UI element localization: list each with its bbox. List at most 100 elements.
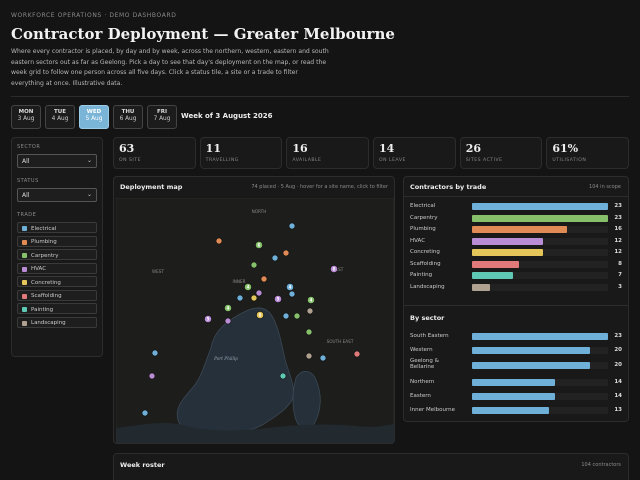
- pin-marker: [204, 315, 212, 323]
- map-site-pin[interactable]: 4: [244, 283, 252, 291]
- map-site-pin[interactable]: [250, 261, 258, 269]
- map-site-pin[interactable]: 6: [255, 241, 263, 249]
- stat-tile-available[interactable]: 16 AVAILABLE: [286, 137, 370, 169]
- day-name: FRI: [156, 109, 168, 115]
- bar-value: 8: [618, 260, 622, 267]
- roster-count: 104 contractors: [581, 462, 621, 468]
- pin-marker: [224, 304, 232, 312]
- map-site-pin[interactable]: [288, 290, 296, 298]
- sector-select[interactable]: All ⌄: [17, 154, 97, 168]
- day-tab-wed[interactable]: WED 5 Aug: [79, 105, 109, 129]
- trade-filter-painting[interactable]: Painting: [17, 303, 97, 314]
- pin-marker: [271, 254, 279, 262]
- map-site-pin[interactable]: 5: [274, 295, 282, 303]
- map-site-pin[interactable]: [250, 294, 258, 302]
- stat-tile-sites-active[interactable]: 26 SITES ACTIVE: [459, 137, 543, 169]
- map-site-pin[interactable]: [255, 289, 263, 297]
- sector-bar-row[interactable]: South Eastern 23: [410, 332, 622, 341]
- trade-swatch: [22, 239, 27, 245]
- trade-filter-plumbing[interactable]: Plumbing: [17, 235, 97, 247]
- trade-filter-electrical[interactable]: Electrical: [17, 222, 97, 233]
- day-tab-fri[interactable]: FRI 7 Aug: [147, 105, 177, 129]
- pin-marker: [319, 354, 327, 362]
- bar-fill: [472, 362, 591, 369]
- sector-select-value: All: [22, 158, 30, 165]
- stat-label: TRAVELLING: [205, 158, 239, 163]
- sector-bar-row[interactable]: Geelong & Bellarine 20: [410, 358, 622, 370]
- sector-bar-row[interactable]: Northern 14: [410, 378, 622, 387]
- pin-marker: [244, 283, 252, 291]
- map-site-pin[interactable]: 5: [204, 315, 212, 323]
- map-site-pin[interactable]: [151, 349, 159, 357]
- map-site-pin[interactable]: [271, 254, 279, 262]
- trade-filter-label: Electrical: [31, 225, 57, 232]
- bar-row[interactable]: Landscaping 3: [410, 283, 622, 292]
- chevron-down-icon: ⌄: [86, 157, 92, 164]
- trade-filter-hvac[interactable]: HVAC: [17, 262, 97, 274]
- trade-filter-list: Electrical Plumbing Carpentry HVAC Concretin…: [17, 222, 97, 328]
- pin-marker: [141, 409, 149, 417]
- map-site-pin[interactable]: 8: [330, 265, 338, 273]
- map-site-pin[interactable]: [141, 409, 149, 417]
- trade-filter-scaffolding[interactable]: Scaffolding: [17, 289, 97, 301]
- map-site-pin[interactable]: [353, 350, 361, 358]
- map-site-pin[interactable]: 4: [224, 304, 232, 312]
- map-site-pin[interactable]: [305, 328, 313, 336]
- trade-filter-landscaping[interactable]: Landscaping: [17, 316, 97, 328]
- bar-value: 16: [614, 226, 622, 232]
- bar-value: 23: [614, 333, 622, 339]
- sector-bar-row[interactable]: Inner Melbourne 13: [410, 406, 622, 415]
- map-site-pin[interactable]: [282, 249, 290, 257]
- map-site-pin[interactable]: 6: [256, 311, 264, 319]
- map-site-pin[interactable]: [305, 352, 313, 360]
- map-site-pin[interactable]: [260, 275, 268, 283]
- status-filter-label: STATUS: [17, 178, 39, 184]
- bar-label: Eastern: [410, 393, 431, 399]
- bar-row[interactable]: HVAC 12: [410, 237, 622, 246]
- header-divider: [11, 96, 629, 97]
- day-tab-thu[interactable]: THU 6 Aug: [113, 105, 143, 129]
- stat-tile-utilisation[interactable]: 61% UTILISATION: [546, 137, 630, 169]
- bar-label: Northern: [410, 379, 435, 385]
- map-site-pin[interactable]: 4: [307, 296, 315, 304]
- bar-row[interactable]: Electrical 23: [410, 202, 622, 211]
- map-site-pin[interactable]: [224, 317, 232, 325]
- map-site-pin[interactable]: [215, 237, 223, 245]
- bar-row[interactable]: Concreting 12: [410, 248, 622, 257]
- map-site-pin[interactable]: [288, 222, 296, 230]
- map-subtitle: 74 placed · 5 Aug · hover for a site nam…: [251, 184, 388, 190]
- trade-filter-concreting[interactable]: Concreting: [17, 276, 97, 287]
- map-site-pin[interactable]: [293, 312, 301, 320]
- bar-track: [472, 272, 608, 279]
- stat-tile-on-leave[interactable]: 14 ON LEAVE: [373, 137, 456, 169]
- bar-row[interactable]: Painting 7: [410, 271, 622, 280]
- bar-row[interactable]: Carpentry 23: [410, 214, 622, 223]
- map-site-pin[interactable]: [279, 372, 287, 380]
- sector-bar-row[interactable]: Western 20: [410, 346, 622, 355]
- pin-marker: [151, 349, 159, 357]
- stat-tile-on-site[interactable]: 63 ON SITE: [113, 137, 196, 169]
- map-site-pin[interactable]: [282, 312, 290, 320]
- pin-marker: [250, 261, 258, 269]
- map-site-pin[interactable]: [306, 307, 314, 315]
- chevron-down-icon: ⌄: [86, 191, 92, 198]
- bar-fill: [472, 226, 567, 233]
- day-tab-mon[interactable]: MON 3 Aug: [11, 105, 41, 129]
- deployment-map[interactable]: NORTH WEST INNER EAST SOUTH EAST Port Ph…: [116, 198, 394, 443]
- map-site-pin[interactable]: [236, 294, 244, 302]
- sector-bar-row[interactable]: Eastern 14: [410, 392, 622, 401]
- map-site-pin[interactable]: [148, 372, 156, 380]
- map-site-pin[interactable]: [319, 354, 327, 362]
- map-label-north: NORTH: [252, 209, 267, 214]
- stat-tile-travelling[interactable]: 11 TRAVELLING: [199, 137, 283, 169]
- trade-filter-carpentry[interactable]: Carpentry: [17, 249, 97, 260]
- day-tab-tue[interactable]: TUE 4 Aug: [45, 105, 75, 129]
- pin-marker: [305, 352, 313, 360]
- bar-fill: [472, 272, 514, 279]
- bar-row[interactable]: Plumbing 16: [410, 225, 622, 234]
- status-select[interactable]: All ⌄: [17, 188, 97, 202]
- trade-swatch: [22, 307, 27, 312]
- bar-row[interactable]: Scaffolding 8: [410, 260, 622, 269]
- map-site-pin[interactable]: 4: [286, 283, 294, 291]
- day-name: THU: [121, 109, 135, 115]
